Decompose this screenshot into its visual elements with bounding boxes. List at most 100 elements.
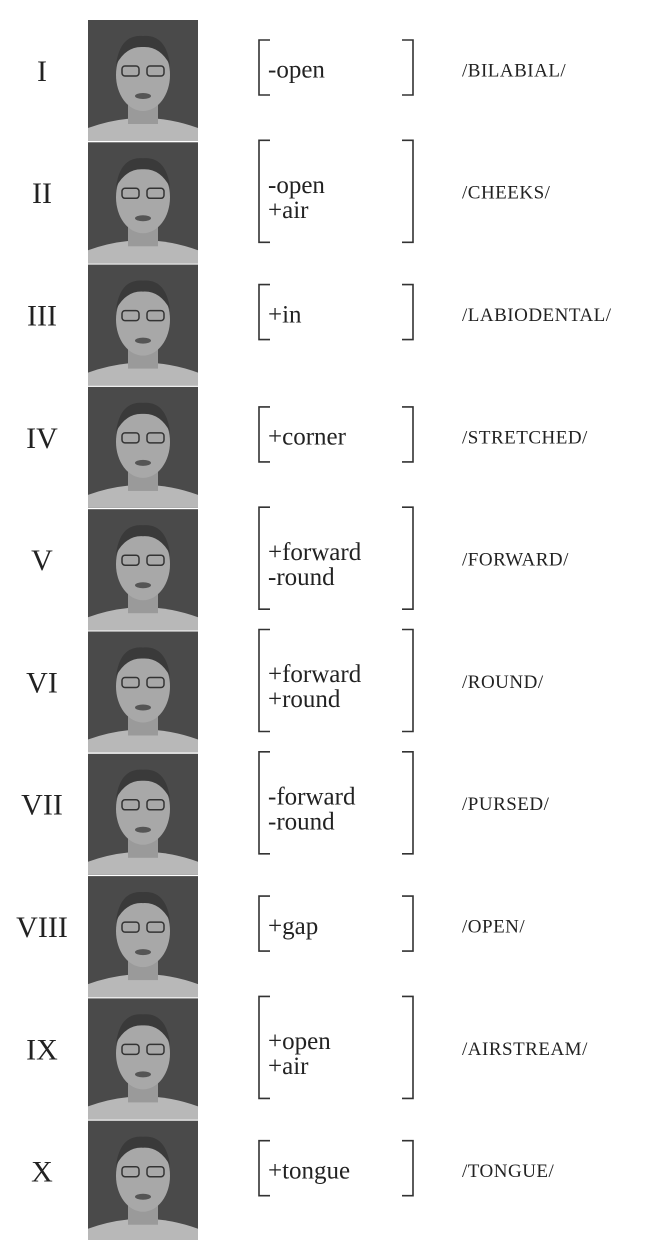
feature: -open xyxy=(268,57,325,84)
hair xyxy=(116,647,170,677)
face xyxy=(116,405,170,478)
mouth xyxy=(135,1193,151,1200)
row-numeral: I xyxy=(37,55,47,88)
face-photo xyxy=(88,386,198,508)
bracket-left xyxy=(258,139,270,244)
mouth xyxy=(135,215,151,222)
feature: +air xyxy=(268,197,309,224)
shirt xyxy=(88,362,198,386)
feature: +corner xyxy=(268,424,347,451)
mouth xyxy=(135,459,151,466)
mouth xyxy=(135,704,151,711)
bracket-right xyxy=(402,406,414,463)
row-label: /ROUND/ xyxy=(462,672,544,693)
row-label: /PURSED/ xyxy=(462,794,550,815)
glasses-l xyxy=(121,676,140,689)
bracket-left xyxy=(258,895,270,952)
hair xyxy=(116,280,170,310)
bracket-right xyxy=(402,751,414,855)
shirt xyxy=(88,1218,198,1240)
hair xyxy=(116,891,170,922)
glasses-r xyxy=(146,1043,165,1056)
hair xyxy=(116,1014,170,1044)
bracket-left xyxy=(258,283,270,341)
face xyxy=(116,528,170,601)
row-label: /BILABIAL/ xyxy=(462,60,566,81)
feature: -open xyxy=(268,172,325,199)
glasses-r xyxy=(146,187,165,200)
glasses-r xyxy=(146,921,165,933)
glasses-l xyxy=(121,65,140,77)
hair xyxy=(116,402,170,432)
shirt xyxy=(88,851,198,875)
glasses-l xyxy=(121,554,140,566)
bracket-right xyxy=(402,628,414,733)
shirt xyxy=(88,729,198,753)
face xyxy=(116,650,170,723)
shirt xyxy=(88,484,198,508)
feature: +forward xyxy=(268,661,362,688)
row-label: /OPEN/ xyxy=(462,916,525,937)
row-label: /TONGUE/ xyxy=(462,1161,555,1182)
face-photo xyxy=(88,509,198,631)
face xyxy=(116,895,170,968)
bracket-left xyxy=(258,995,270,1100)
row-numeral: IV xyxy=(26,422,58,455)
row-label: /AIRSTREAM/ xyxy=(462,1039,588,1060)
bracket-right xyxy=(402,39,414,96)
shirt xyxy=(88,118,198,141)
face-photo xyxy=(88,876,198,998)
shirt xyxy=(88,974,198,998)
hair xyxy=(116,158,170,188)
feature: -forward xyxy=(268,784,356,811)
face xyxy=(116,1017,170,1090)
face xyxy=(116,283,170,356)
glasses-r xyxy=(146,554,165,566)
glasses-r xyxy=(146,1165,165,1178)
feature: +tongue xyxy=(268,1157,350,1184)
row-numeral: III xyxy=(27,299,57,332)
mouth xyxy=(135,93,151,99)
row-numeral: VI xyxy=(26,666,58,699)
face xyxy=(116,161,170,234)
glasses-l xyxy=(121,799,140,811)
glasses-r xyxy=(146,799,165,811)
mouth xyxy=(135,826,151,833)
bracket-right xyxy=(402,995,414,1100)
face xyxy=(116,1139,170,1212)
row-numeral: VII xyxy=(21,789,63,822)
hair xyxy=(116,769,170,799)
feature: -round xyxy=(268,564,335,591)
feature: -round xyxy=(268,809,335,836)
feature: +in xyxy=(268,301,302,328)
row-numeral: VIII xyxy=(16,911,68,944)
bracket-left xyxy=(258,506,270,610)
glasses-r xyxy=(146,309,165,322)
shirt xyxy=(88,607,198,631)
row-label: /LABIODENTAL/ xyxy=(462,305,612,326)
bracket-left xyxy=(258,628,270,733)
face-photo xyxy=(88,142,198,264)
face-photo xyxy=(88,264,198,386)
face-photo xyxy=(88,998,198,1120)
glasses-l xyxy=(121,921,140,933)
mouth xyxy=(135,1071,151,1078)
glasses-l xyxy=(121,309,140,322)
bracket-left xyxy=(258,39,270,96)
bracket-right xyxy=(402,1139,414,1197)
feature: +air xyxy=(268,1053,309,1080)
bracket-right xyxy=(402,506,414,610)
face xyxy=(116,39,170,111)
feature: +open xyxy=(268,1028,331,1055)
bracket-left xyxy=(258,751,270,855)
bracket-right xyxy=(402,139,414,244)
row-label: /CHEEKS/ xyxy=(462,183,551,204)
row-numeral: II xyxy=(32,177,52,210)
face xyxy=(116,772,170,845)
face-photo xyxy=(88,20,198,141)
glasses-l xyxy=(121,187,140,200)
glasses-r xyxy=(146,65,165,77)
glasses-l xyxy=(121,1043,140,1056)
glasses-r xyxy=(146,676,165,689)
